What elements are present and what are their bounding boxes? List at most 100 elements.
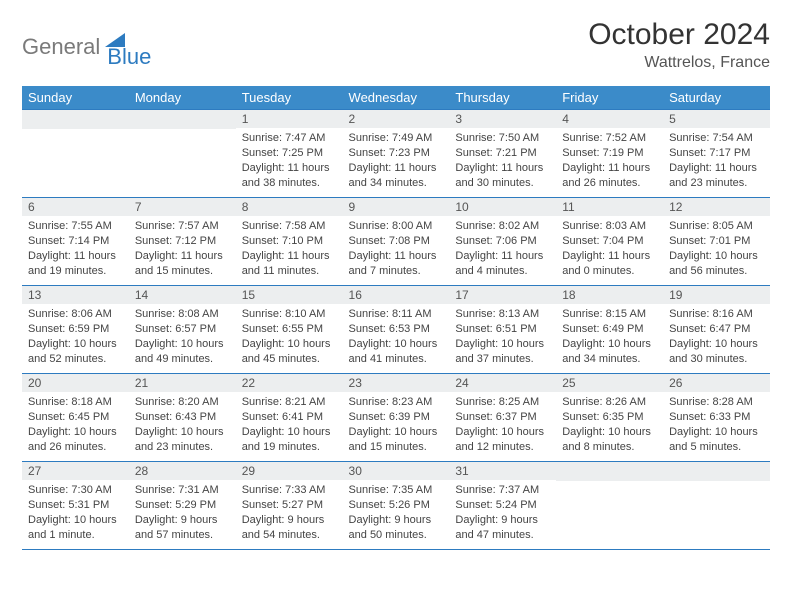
title-block: October 2024 Wattrelos, France (588, 18, 770, 72)
sunrise-line: Sunrise: 8:03 AM (562, 219, 657, 234)
sunrise-line: Sunrise: 7:33 AM (242, 483, 337, 498)
day-number: 15 (236, 286, 343, 304)
header: General Blue October 2024 Wattrelos, Fra… (22, 18, 770, 72)
day-number: 8 (236, 198, 343, 216)
sunrise-line: Sunrise: 8:00 AM (349, 219, 444, 234)
day-body: Sunrise: 8:08 AMSunset: 6:57 PMDaylight:… (129, 304, 236, 370)
daylight-line: Daylight: 10 hours and 52 minutes. (28, 337, 123, 367)
day-body: Sunrise: 7:31 AMSunset: 5:29 PMDaylight:… (129, 480, 236, 546)
sunset-line: Sunset: 6:39 PM (349, 410, 444, 425)
sunrise-line: Sunrise: 8:15 AM (562, 307, 657, 322)
day-cell: 3Sunrise: 7:50 AMSunset: 7:21 PMDaylight… (449, 110, 556, 198)
logo-text-blue: Blue (107, 44, 151, 70)
day-number: 29 (236, 462, 343, 480)
day-cell: 25Sunrise: 8:26 AMSunset: 6:35 PMDayligh… (556, 374, 663, 462)
daylight-line: Daylight: 11 hours and 7 minutes. (349, 249, 444, 279)
day-body: Sunrise: 8:11 AMSunset: 6:53 PMDaylight:… (343, 304, 450, 370)
day-cell: 6Sunrise: 7:55 AMSunset: 7:14 PMDaylight… (22, 198, 129, 286)
daylight-line: Daylight: 10 hours and 19 minutes. (242, 425, 337, 455)
day-body: Sunrise: 7:33 AMSunset: 5:27 PMDaylight:… (236, 480, 343, 546)
day-number: 26 (663, 374, 770, 392)
sunrise-line: Sunrise: 8:18 AM (28, 395, 123, 410)
day-body: Sunrise: 7:50 AMSunset: 7:21 PMDaylight:… (449, 128, 556, 194)
day-body: Sunrise: 8:20 AMSunset: 6:43 PMDaylight:… (129, 392, 236, 458)
day-cell: 17Sunrise: 8:13 AMSunset: 6:51 PMDayligh… (449, 286, 556, 374)
sunrise-line: Sunrise: 8:11 AM (349, 307, 444, 322)
daylight-line: Daylight: 10 hours and 5 minutes. (669, 425, 764, 455)
day-number: 11 (556, 198, 663, 216)
daylight-line: Daylight: 10 hours and 56 minutes. (669, 249, 764, 279)
day-body: Sunrise: 8:25 AMSunset: 6:37 PMDaylight:… (449, 392, 556, 458)
daylight-line: Daylight: 9 hours and 50 minutes. (349, 513, 444, 543)
day-body: Sunrise: 8:00 AMSunset: 7:08 PMDaylight:… (343, 216, 450, 282)
day-number: 23 (343, 374, 450, 392)
daylight-line: Daylight: 11 hours and 30 minutes. (455, 161, 550, 191)
sunrise-line: Sunrise: 7:54 AM (669, 131, 764, 146)
daylight-line: Daylight: 10 hours and 12 minutes. (455, 425, 550, 455)
sunset-line: Sunset: 7:12 PM (135, 234, 230, 249)
day-cell: 26Sunrise: 8:28 AMSunset: 6:33 PMDayligh… (663, 374, 770, 462)
location: Wattrelos, France (588, 54, 770, 72)
sunset-line: Sunset: 5:29 PM (135, 498, 230, 513)
sunset-line: Sunset: 7:08 PM (349, 234, 444, 249)
day-body: Sunrise: 8:10 AMSunset: 6:55 PMDaylight:… (236, 304, 343, 370)
week-row: 27Sunrise: 7:30 AMSunset: 5:31 PMDayligh… (22, 462, 770, 550)
sunrise-line: Sunrise: 7:50 AM (455, 131, 550, 146)
daylight-line: Daylight: 11 hours and 15 minutes. (135, 249, 230, 279)
empty-day-bar (22, 110, 129, 129)
sunrise-line: Sunrise: 8:05 AM (669, 219, 764, 234)
day-cell: 28Sunrise: 7:31 AMSunset: 5:29 PMDayligh… (129, 462, 236, 550)
daylight-line: Daylight: 10 hours and 34 minutes. (562, 337, 657, 367)
day-number: 31 (449, 462, 556, 480)
day-number: 1 (236, 110, 343, 128)
daylight-line: Daylight: 10 hours and 1 minute. (28, 513, 123, 543)
day-cell: 5Sunrise: 7:54 AMSunset: 7:17 PMDaylight… (663, 110, 770, 198)
sunrise-line: Sunrise: 8:08 AM (135, 307, 230, 322)
day-cell: 19Sunrise: 8:16 AMSunset: 6:47 PMDayligh… (663, 286, 770, 374)
sunset-line: Sunset: 6:47 PM (669, 322, 764, 337)
sunset-line: Sunset: 7:17 PM (669, 146, 764, 161)
daylight-line: Daylight: 10 hours and 26 minutes. (28, 425, 123, 455)
empty-day-bar (663, 462, 770, 481)
sunset-line: Sunset: 7:04 PM (562, 234, 657, 249)
empty-day-bar (556, 462, 663, 481)
day-header-monday: Monday (129, 86, 236, 110)
sunset-line: Sunset: 5:27 PM (242, 498, 337, 513)
day-number: 25 (556, 374, 663, 392)
day-number: 4 (556, 110, 663, 128)
daylight-line: Daylight: 11 hours and 38 minutes. (242, 161, 337, 191)
day-cell: 29Sunrise: 7:33 AMSunset: 5:27 PMDayligh… (236, 462, 343, 550)
day-body: Sunrise: 7:58 AMSunset: 7:10 PMDaylight:… (236, 216, 343, 282)
day-cell: 1Sunrise: 7:47 AMSunset: 7:25 PMDaylight… (236, 110, 343, 198)
sunrise-line: Sunrise: 8:06 AM (28, 307, 123, 322)
day-cell: 12Sunrise: 8:05 AMSunset: 7:01 PMDayligh… (663, 198, 770, 286)
day-body: Sunrise: 8:02 AMSunset: 7:06 PMDaylight:… (449, 216, 556, 282)
day-cell: 27Sunrise: 7:30 AMSunset: 5:31 PMDayligh… (22, 462, 129, 550)
day-number: 27 (22, 462, 129, 480)
sunset-line: Sunset: 5:26 PM (349, 498, 444, 513)
sunset-line: Sunset: 6:33 PM (669, 410, 764, 425)
day-number: 13 (22, 286, 129, 304)
day-cell (556, 462, 663, 550)
calendar-page: General Blue October 2024 Wattrelos, Fra… (0, 0, 792, 612)
day-body: Sunrise: 7:30 AMSunset: 5:31 PMDaylight:… (22, 480, 129, 546)
daylight-line: Daylight: 10 hours and 49 minutes. (135, 337, 230, 367)
day-header-saturday: Saturday (663, 86, 770, 110)
sunset-line: Sunset: 6:55 PM (242, 322, 337, 337)
daylight-line: Daylight: 10 hours and 23 minutes. (135, 425, 230, 455)
sunrise-line: Sunrise: 8:10 AM (242, 307, 337, 322)
sunrise-line: Sunrise: 7:30 AM (28, 483, 123, 498)
day-number: 17 (449, 286, 556, 304)
sunrise-line: Sunrise: 7:52 AM (562, 131, 657, 146)
daylight-line: Daylight: 11 hours and 34 minutes. (349, 161, 444, 191)
day-body: Sunrise: 8:16 AMSunset: 6:47 PMDaylight:… (663, 304, 770, 370)
daylight-line: Daylight: 11 hours and 0 minutes. (562, 249, 657, 279)
daylight-line: Daylight: 10 hours and 37 minutes. (455, 337, 550, 367)
week-row: 1Sunrise: 7:47 AMSunset: 7:25 PMDaylight… (22, 110, 770, 198)
sunrise-line: Sunrise: 8:25 AM (455, 395, 550, 410)
sunset-line: Sunset: 7:06 PM (455, 234, 550, 249)
day-number: 3 (449, 110, 556, 128)
day-body: Sunrise: 7:55 AMSunset: 7:14 PMDaylight:… (22, 216, 129, 282)
sunrise-line: Sunrise: 7:37 AM (455, 483, 550, 498)
daylight-line: Daylight: 10 hours and 45 minutes. (242, 337, 337, 367)
